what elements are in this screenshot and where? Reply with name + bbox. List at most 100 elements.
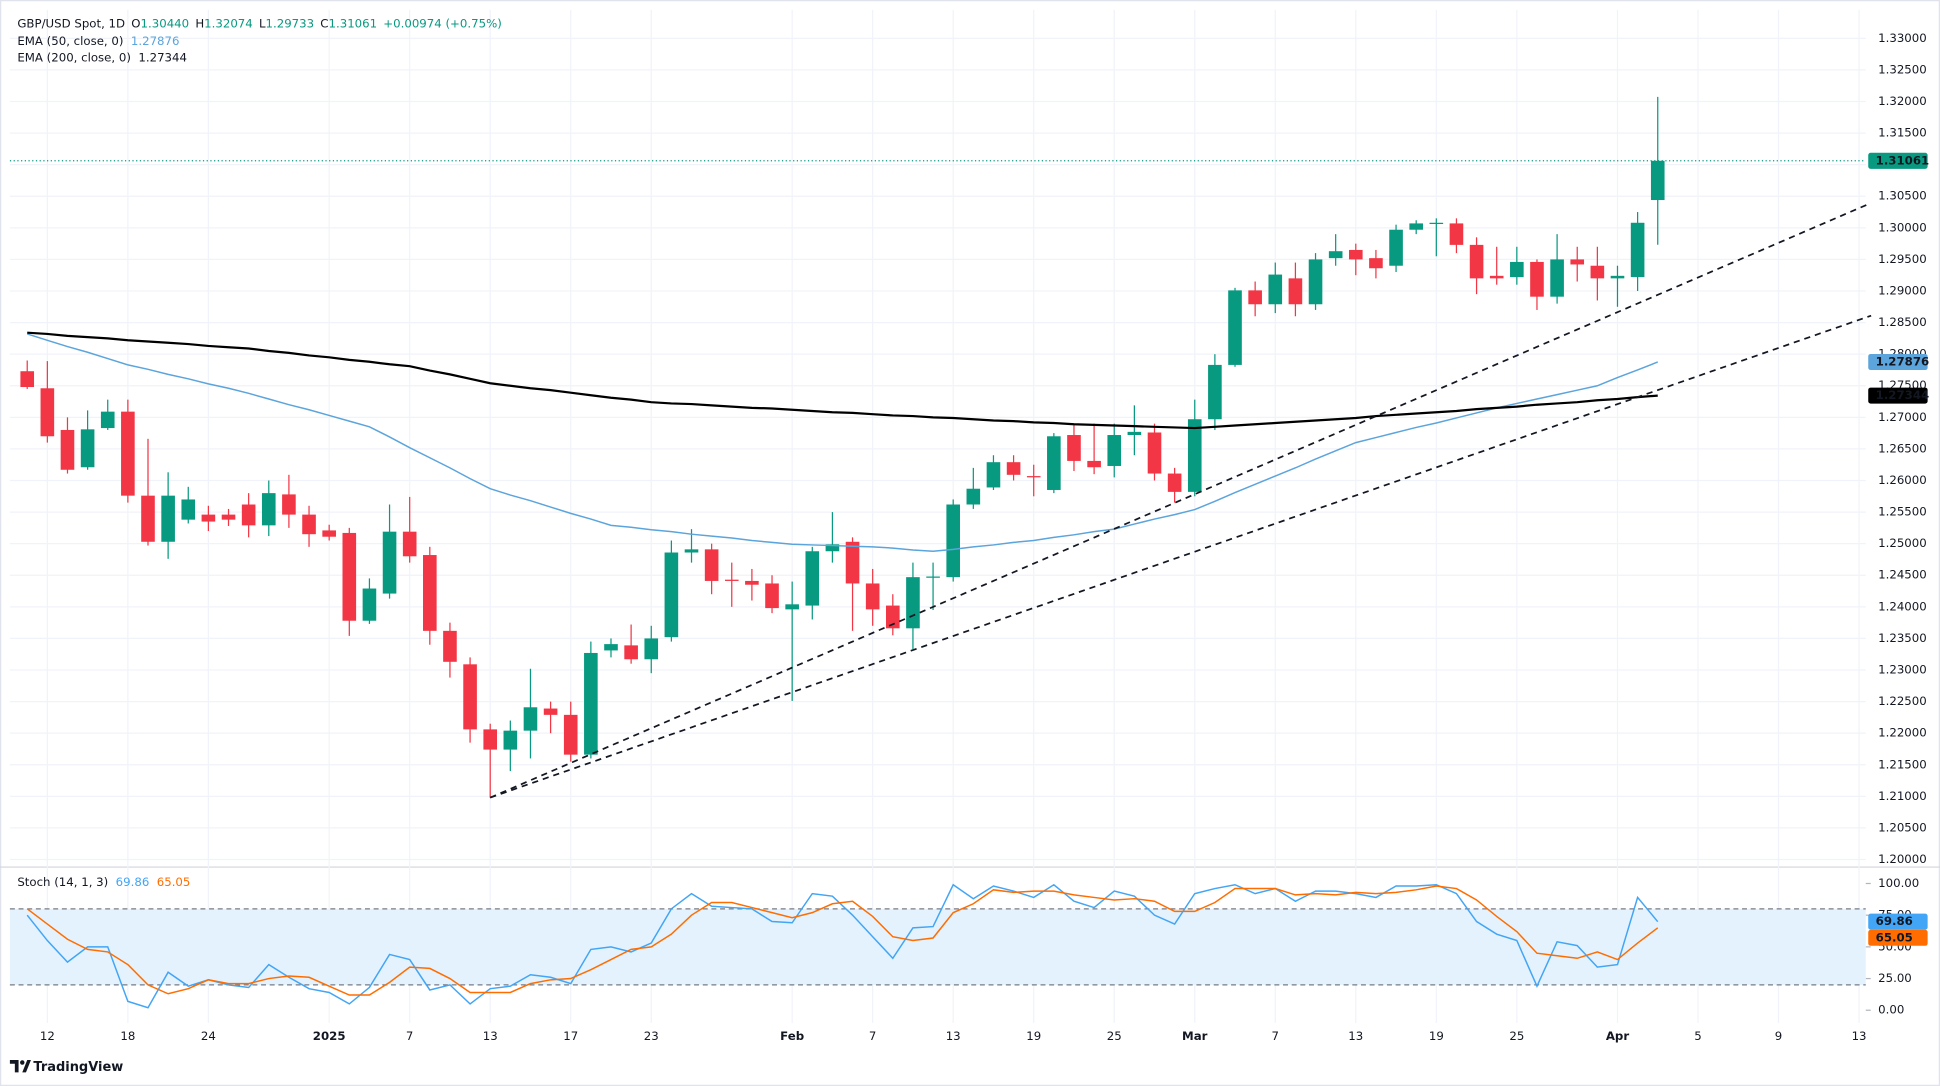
- candle-body: [584, 652, 598, 755]
- candle-body: [1429, 222, 1444, 225]
- candle-body: [302, 514, 316, 535]
- price-legend: GBP/USD Spot, 1D O1.30440 H1.32074 L1.29733…: [17, 16, 502, 30]
- y-tick-label: 1.24000: [1878, 599, 1927, 613]
- y-tick-label: 1.25500: [1878, 505, 1927, 519]
- legend-text: Stoch (14, 1, 3): [17, 874, 108, 888]
- x-tick-label: 9: [1775, 1029, 1782, 1043]
- x-tick-label: 2025: [313, 1029, 346, 1043]
- x-tick-label: 13: [1348, 1029, 1363, 1043]
- y-tick-label: 1.23000: [1878, 663, 1927, 677]
- brand-name: TradingView: [33, 1060, 123, 1075]
- candle-body: [926, 576, 940, 578]
- x-tick-label: Mar: [1182, 1029, 1208, 1043]
- candle-body: [1469, 244, 1484, 279]
- x-tick-label: 18: [120, 1029, 135, 1043]
- candle-body: [1630, 222, 1645, 278]
- candle-body: [946, 504, 961, 578]
- candle-body: [644, 638, 659, 660]
- candle-body: [1026, 476, 1041, 478]
- ema-value-label: 1.27876: [1876, 354, 1930, 368]
- y-tick-label: 1.27000: [1878, 410, 1927, 424]
- candle-body: [80, 429, 95, 468]
- y-tick-label: 1.33000: [1878, 31, 1927, 45]
- candle-body: [20, 371, 35, 388]
- candle-body: [1187, 419, 1202, 492]
- candle-body: [282, 494, 296, 515]
- candle-body: [221, 514, 236, 520]
- legend-text: 1.29733: [266, 16, 315, 30]
- x-tick-label: 19: [1026, 1029, 1041, 1043]
- marks: [9, 96, 1872, 1009]
- y-tick-label: 1.23500: [1878, 631, 1927, 645]
- y-tick-label: 1.20500: [1878, 820, 1927, 834]
- candle-body: [563, 714, 578, 755]
- candle-body: [1167, 473, 1182, 492]
- candle-body: [724, 579, 739, 581]
- stoch-value-label-box: [1868, 929, 1928, 946]
- y-tick-label: 1.30000: [1878, 220, 1927, 234]
- x-tick-label: 17: [563, 1029, 578, 1043]
- candle-body: [1067, 435, 1081, 461]
- ema-value-label-box: [1868, 387, 1928, 404]
- candle-body: [483, 729, 498, 750]
- legend-text: H: [195, 16, 204, 30]
- candle-body: [402, 531, 417, 557]
- y-tick-label: 1.29500: [1878, 252, 1927, 266]
- legend-text: O: [131, 16, 140, 30]
- candle-body: [443, 630, 457, 662]
- y-tick-label: 1.26000: [1878, 473, 1927, 487]
- x-tick-label: 13: [483, 1029, 498, 1043]
- candle-body: [845, 541, 860, 584]
- last-price-label-box: [1868, 152, 1928, 169]
- x-tick-label: Apr: [1606, 1029, 1630, 1043]
- candle-body: [1610, 275, 1625, 279]
- candle-body: [1087, 460, 1101, 468]
- candle-body: [181, 499, 196, 520]
- stoch-tick-label: 25.00: [1878, 971, 1912, 985]
- x-tick-label: 19: [1429, 1029, 1444, 1043]
- candle-body: [342, 532, 357, 621]
- candle-body: [1228, 290, 1242, 365]
- legend-text: 65.05: [157, 874, 191, 888]
- candle-body: [463, 664, 477, 730]
- candle-body: [805, 551, 820, 606]
- candle-body: [865, 583, 880, 610]
- candle-body: [1107, 435, 1122, 466]
- legend-text: EMA (200, close, 0): [17, 50, 131, 64]
- candle-body: [1006, 462, 1021, 475]
- candle-body: [543, 708, 558, 715]
- candle-body: [825, 544, 840, 552]
- candle-body: [1268, 274, 1283, 305]
- y-tick-label: 1.20000: [1878, 852, 1927, 866]
- candle-body: [121, 411, 135, 496]
- y-tick-label: 1.22500: [1878, 694, 1927, 708]
- legend-text: EMA (50, close, 0): [17, 33, 123, 47]
- stoch-line: [26, 883, 1659, 1009]
- candle-body: [362, 588, 377, 621]
- candle-body: [1570, 259, 1585, 265]
- candle-body: [523, 707, 538, 731]
- stoch-band: [9, 908, 1866, 985]
- legend-text: 1.27876: [131, 33, 180, 47]
- grid: [9, 9, 1871, 1023]
- ema-legend: EMA (200, close, 0) 1.27344: [17, 50, 187, 64]
- y-tick-label: 1.28500: [1878, 315, 1927, 329]
- stoch-value-label-box: [1868, 913, 1928, 930]
- y-tick-label: 1.32000: [1878, 94, 1927, 108]
- legend-text: GBP/USD Spot, 1D: [17, 16, 125, 30]
- candle-body: [161, 495, 175, 542]
- candle-body: [1530, 261, 1544, 297]
- x-tick-label: 13: [946, 1029, 961, 1043]
- last-price-label: 1.31061: [1876, 153, 1930, 167]
- trendline: [489, 203, 1870, 799]
- candle-body: [765, 583, 779, 609]
- stoch-line: [26, 885, 1659, 996]
- candle-body: [1389, 229, 1403, 266]
- x-tick-label: 5: [1694, 1029, 1701, 1043]
- stoch-value-label: 69.86: [1876, 914, 1913, 928]
- legend-text: 1.27344: [138, 50, 187, 64]
- candle-body: [1550, 259, 1564, 297]
- candle-body: [986, 462, 1001, 488]
- candle-body: [322, 530, 336, 537]
